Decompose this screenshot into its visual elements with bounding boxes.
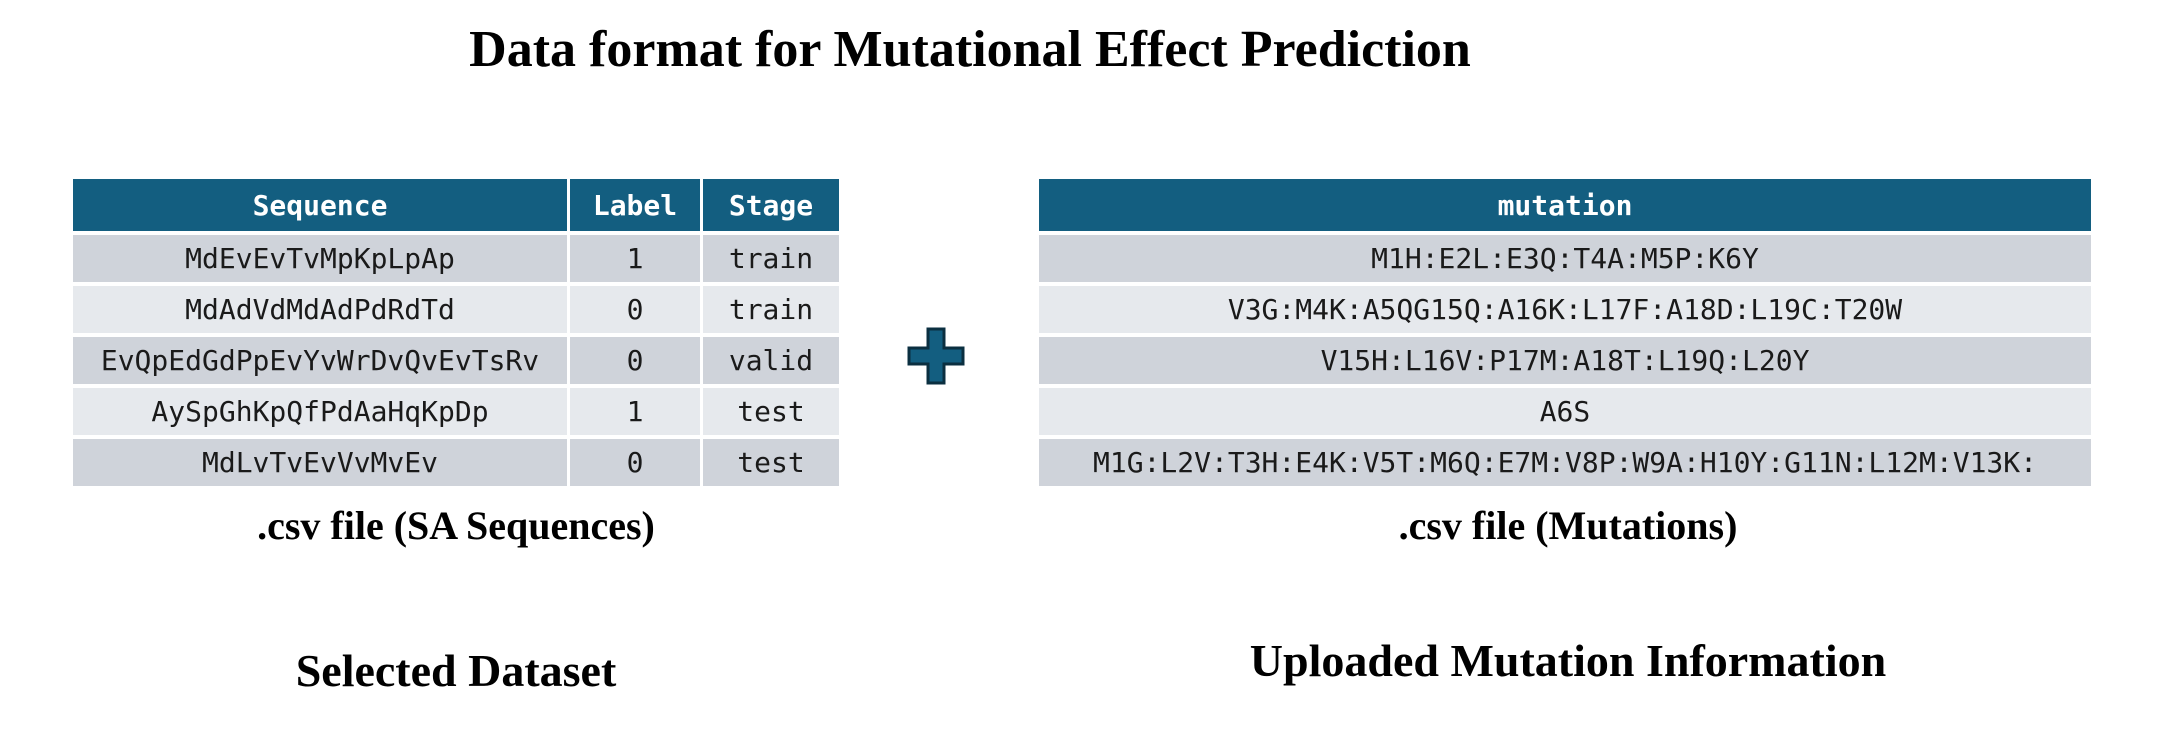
table-row: AySpGhKpQfPdAaHqKpDp 1 test [73, 388, 839, 435]
mutation-table: mutation M1H:E2L:E3Q:T4A:M5P:K6Y V3G:M4K… [1036, 175, 2094, 490]
sequence-table: Sequence Label Stage MdEvEvTvMpKpLpAp 1 … [70, 175, 842, 490]
mutation-cell: M1H:E2L:E3Q:T4A:M5P:K6Y [1039, 235, 2091, 282]
sequence-cell: EvQpEdGdPpEvYvWrDvQvEvTsRv [73, 337, 567, 384]
uploaded-mutation-label: Uploaded Mutation Information [1249, 635, 1887, 686]
table-header-row: Sequence Label Stage [73, 179, 839, 231]
mutation-cell: A6S [1039, 388, 2091, 435]
table-header-row: mutation [1039, 179, 2091, 231]
sequence-cell: MdAdVdMdAdPdRdTd [73, 286, 567, 333]
page-title: Data format for Mutational Effect Predic… [469, 21, 1471, 78]
table-row: MdLvTvEvVvMvEv 0 test [73, 439, 839, 486]
label-cell: 1 [570, 388, 700, 435]
mutation-cell: V15H:L16V:P17M:A18T:L19Q:L20Y [1039, 337, 2091, 384]
dataset-table-caption: .csv file (SA Sequences) [257, 503, 655, 548]
sequence-cell: AySpGhKpQfPdAaHqKpDp [73, 388, 567, 435]
stage-cell: valid [703, 337, 839, 384]
table-row: V15H:L16V:P17M:A18T:L19Q:L20Y [1039, 337, 2091, 384]
table-row: M1H:E2L:E3Q:T4A:M5P:K6Y [1039, 235, 2091, 282]
stage-cell: train [703, 235, 839, 282]
sequence-cell: MdLvTvEvVvMvEv [73, 439, 567, 486]
selected-dataset-label: Selected Dataset [295, 645, 617, 696]
sequence-column-header: Sequence [73, 179, 567, 231]
label-column-header: Label [570, 179, 700, 231]
table-row: MdAdVdMdAdPdRdTd 0 train [73, 286, 839, 333]
mutation-cell: M1G:L2V:T3H:E4K:V5T:M6Q:E7M:V8P:W9A:H10Y… [1039, 439, 2091, 486]
table-row: EvQpEdGdPpEvYvWrDvQvEvTsRv 0 valid [73, 337, 839, 384]
plus-icon [907, 327, 965, 385]
label-cell: 0 [570, 337, 700, 384]
stage-column-header: Stage [703, 179, 839, 231]
stage-cell: train [703, 286, 839, 333]
mutation-column-header: mutation [1039, 179, 2091, 231]
mutation-cell: V3G:M4K:A5QG15Q:A16K:L17F:A18D:L19C:T20W [1039, 286, 2091, 333]
stage-cell: test [703, 388, 839, 435]
table-row: V3G:M4K:A5QG15Q:A16K:L17F:A18D:L19C:T20W [1039, 286, 2091, 333]
mutation-table-caption: .csv file (Mutations) [1398, 503, 1738, 548]
table-row: MdEvEvTvMpKpLpAp 1 train [73, 235, 839, 282]
stage-cell: test [703, 439, 839, 486]
label-cell: 1 [570, 235, 700, 282]
table-row: M1G:L2V:T3H:E4K:V5T:M6Q:E7M:V8P:W9A:H10Y… [1039, 439, 2091, 486]
table-row: A6S [1039, 388, 2091, 435]
label-cell: 0 [570, 286, 700, 333]
sequence-cell: MdEvEvTvMpKpLpAp [73, 235, 567, 282]
plus-shape [907, 327, 965, 385]
label-cell: 0 [570, 439, 700, 486]
